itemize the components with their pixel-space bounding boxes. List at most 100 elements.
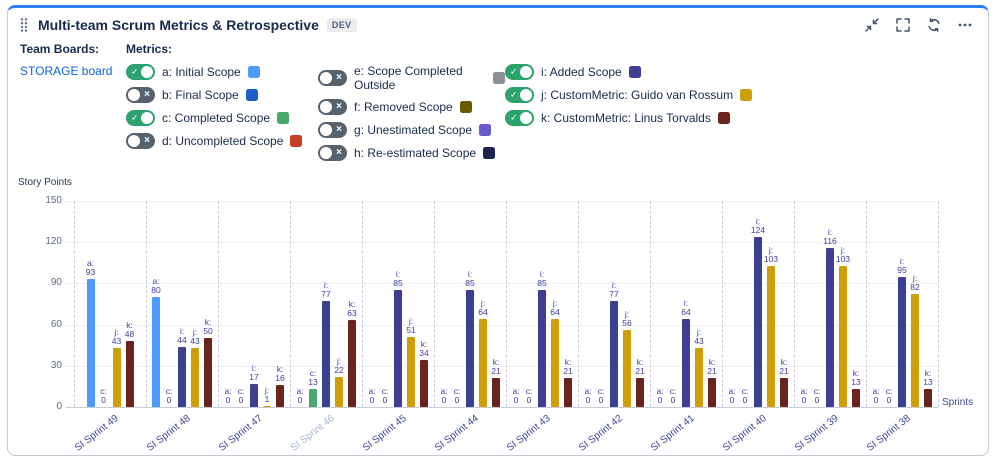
metric-toggle[interactable]: × [126, 87, 155, 103]
bar[interactable] [682, 319, 690, 407]
bar[interactable] [780, 378, 788, 407]
bar[interactable] [86, 279, 95, 407]
bar[interactable] [152, 297, 160, 407]
collapse-icon [865, 18, 879, 32]
metric-toggle[interactable]: ✓ [126, 64, 155, 80]
metric-label: h: Re-estimated Scope [354, 146, 477, 160]
bar[interactable] [125, 341, 134, 407]
bar[interactable] [466, 290, 474, 407]
bar-value-label: k: 21 [491, 357, 501, 376]
metric-toggle[interactable]: ✓ [505, 87, 534, 103]
bar[interactable] [394, 290, 402, 407]
check-icon: ✓ [510, 66, 518, 77]
bar[interactable] [348, 320, 356, 407]
toggle-knob [520, 89, 532, 101]
x-axis-label: SI Sprint 49 [72, 413, 121, 454]
bar-value-label: k: 13 [923, 368, 933, 387]
bar-value-label: i: 64 [681, 298, 691, 317]
metric-label: e: Scope Completed Outside [354, 64, 463, 92]
bar[interactable] [826, 248, 834, 407]
metrics-label: Metrics: [126, 42, 173, 56]
bar-value-label: j: 64 [550, 298, 560, 317]
bar-value-label: a: 0 [296, 386, 304, 405]
bar[interactable] [479, 319, 487, 407]
metric-toggle[interactable]: ✓ [505, 64, 534, 80]
dev-badge: DEV [326, 18, 357, 32]
metric-toggle[interactable]: × [318, 122, 347, 138]
gridline-vertical [650, 201, 651, 407]
metric-toggle-row: × e: Scope Completed Outside [318, 64, 505, 92]
bar-value-label: a: 0 [584, 386, 592, 405]
more-button[interactable] [956, 16, 974, 34]
bar[interactable] [276, 385, 284, 407]
collapse-button[interactable] [863, 16, 881, 34]
metric-toggle[interactable]: ✓ [505, 110, 534, 126]
gridline-horizontal [66, 201, 938, 202]
bar[interactable] [178, 347, 186, 407]
bar[interactable] [898, 277, 906, 407]
refresh-button[interactable] [925, 16, 943, 34]
bar[interactable] [263, 406, 271, 407]
bar[interactable] [322, 301, 330, 407]
bar[interactable] [309, 389, 317, 407]
bar[interactable] [250, 384, 258, 407]
metric-toggle[interactable]: × [318, 70, 347, 86]
metric-color-swatch [459, 101, 472, 113]
fullscreen-button[interactable] [894, 16, 912, 34]
metric-label: k: CustomMetric: Linus Torvalds [541, 111, 711, 125]
bar-value-label: a: 0 [224, 386, 232, 405]
bar[interactable] [564, 378, 572, 407]
bar-value-label: i: 44 [177, 326, 187, 345]
metric-toggle-row: × f: Removed Scope [318, 99, 505, 115]
metrics-column: × e: Scope Completed Outside × f: Removed S… [318, 64, 505, 161]
bar[interactable] [839, 266, 847, 407]
drag-handle-icon[interactable] [18, 17, 30, 33]
x-axis-label: SI Sprint 47 [216, 413, 265, 454]
team-boards-label: Team Boards: [20, 42, 100, 56]
bar[interactable] [492, 378, 500, 407]
bar-value-label: j: 56 [622, 309, 632, 328]
bar[interactable] [754, 237, 762, 407]
bar-value-label: c: 0 [597, 386, 605, 405]
metric-toggle[interactable]: × [126, 133, 155, 149]
gadget-title: Multi-team Scrum Metrics & Retrospective [38, 17, 319, 33]
storage-board-link[interactable]: STORAGE board [20, 64, 113, 78]
bar[interactable] [191, 348, 199, 407]
bar-value-label: j: 51 [406, 316, 416, 335]
metric-toggle[interactable]: × [318, 145, 347, 161]
check-icon: ✓ [131, 112, 139, 123]
bar[interactable] [695, 348, 703, 407]
metric-toggle-row: ✓ i: Added Scope [505, 64, 752, 80]
metric-toggle[interactable]: × [318, 99, 347, 115]
bar[interactable] [708, 378, 716, 407]
gridline-vertical [866, 201, 867, 407]
more-icon [958, 23, 972, 27]
metrics-column: ✓ a: Initial Scope × b: Final Scope ✓ c: Comp… [126, 64, 318, 161]
gridline-vertical [938, 201, 939, 407]
x-axis-label: SI Sprint 43 [504, 413, 553, 454]
x-axis-label: SI Sprint 48 [144, 413, 193, 454]
bar[interactable] [204, 338, 212, 407]
bar[interactable] [623, 330, 631, 407]
toggle-knob [320, 147, 332, 159]
bar[interactable] [852, 389, 860, 407]
metric-color-swatch [740, 89, 753, 101]
bar[interactable] [335, 377, 343, 407]
bar-value-label: c: 0 [741, 386, 749, 405]
bar[interactable] [924, 389, 932, 407]
metric-toggle[interactable]: ✓ [126, 110, 155, 126]
bar-value-label: i: 85 [465, 269, 475, 288]
bar[interactable] [551, 319, 559, 407]
bar[interactable] [538, 290, 546, 407]
bar[interactable] [610, 301, 618, 407]
bar[interactable] [911, 294, 919, 407]
bar[interactable] [636, 378, 644, 407]
gridline-horizontal [66, 407, 938, 408]
metric-toggle-row: × b: Final Scope [126, 87, 318, 103]
bar[interactable] [407, 337, 415, 407]
y-axis-tick-label: 60 [50, 318, 62, 330]
bar[interactable] [112, 348, 121, 407]
bar[interactable] [767, 266, 775, 407]
check-icon: ✓ [131, 66, 139, 77]
bar[interactable] [420, 360, 428, 407]
